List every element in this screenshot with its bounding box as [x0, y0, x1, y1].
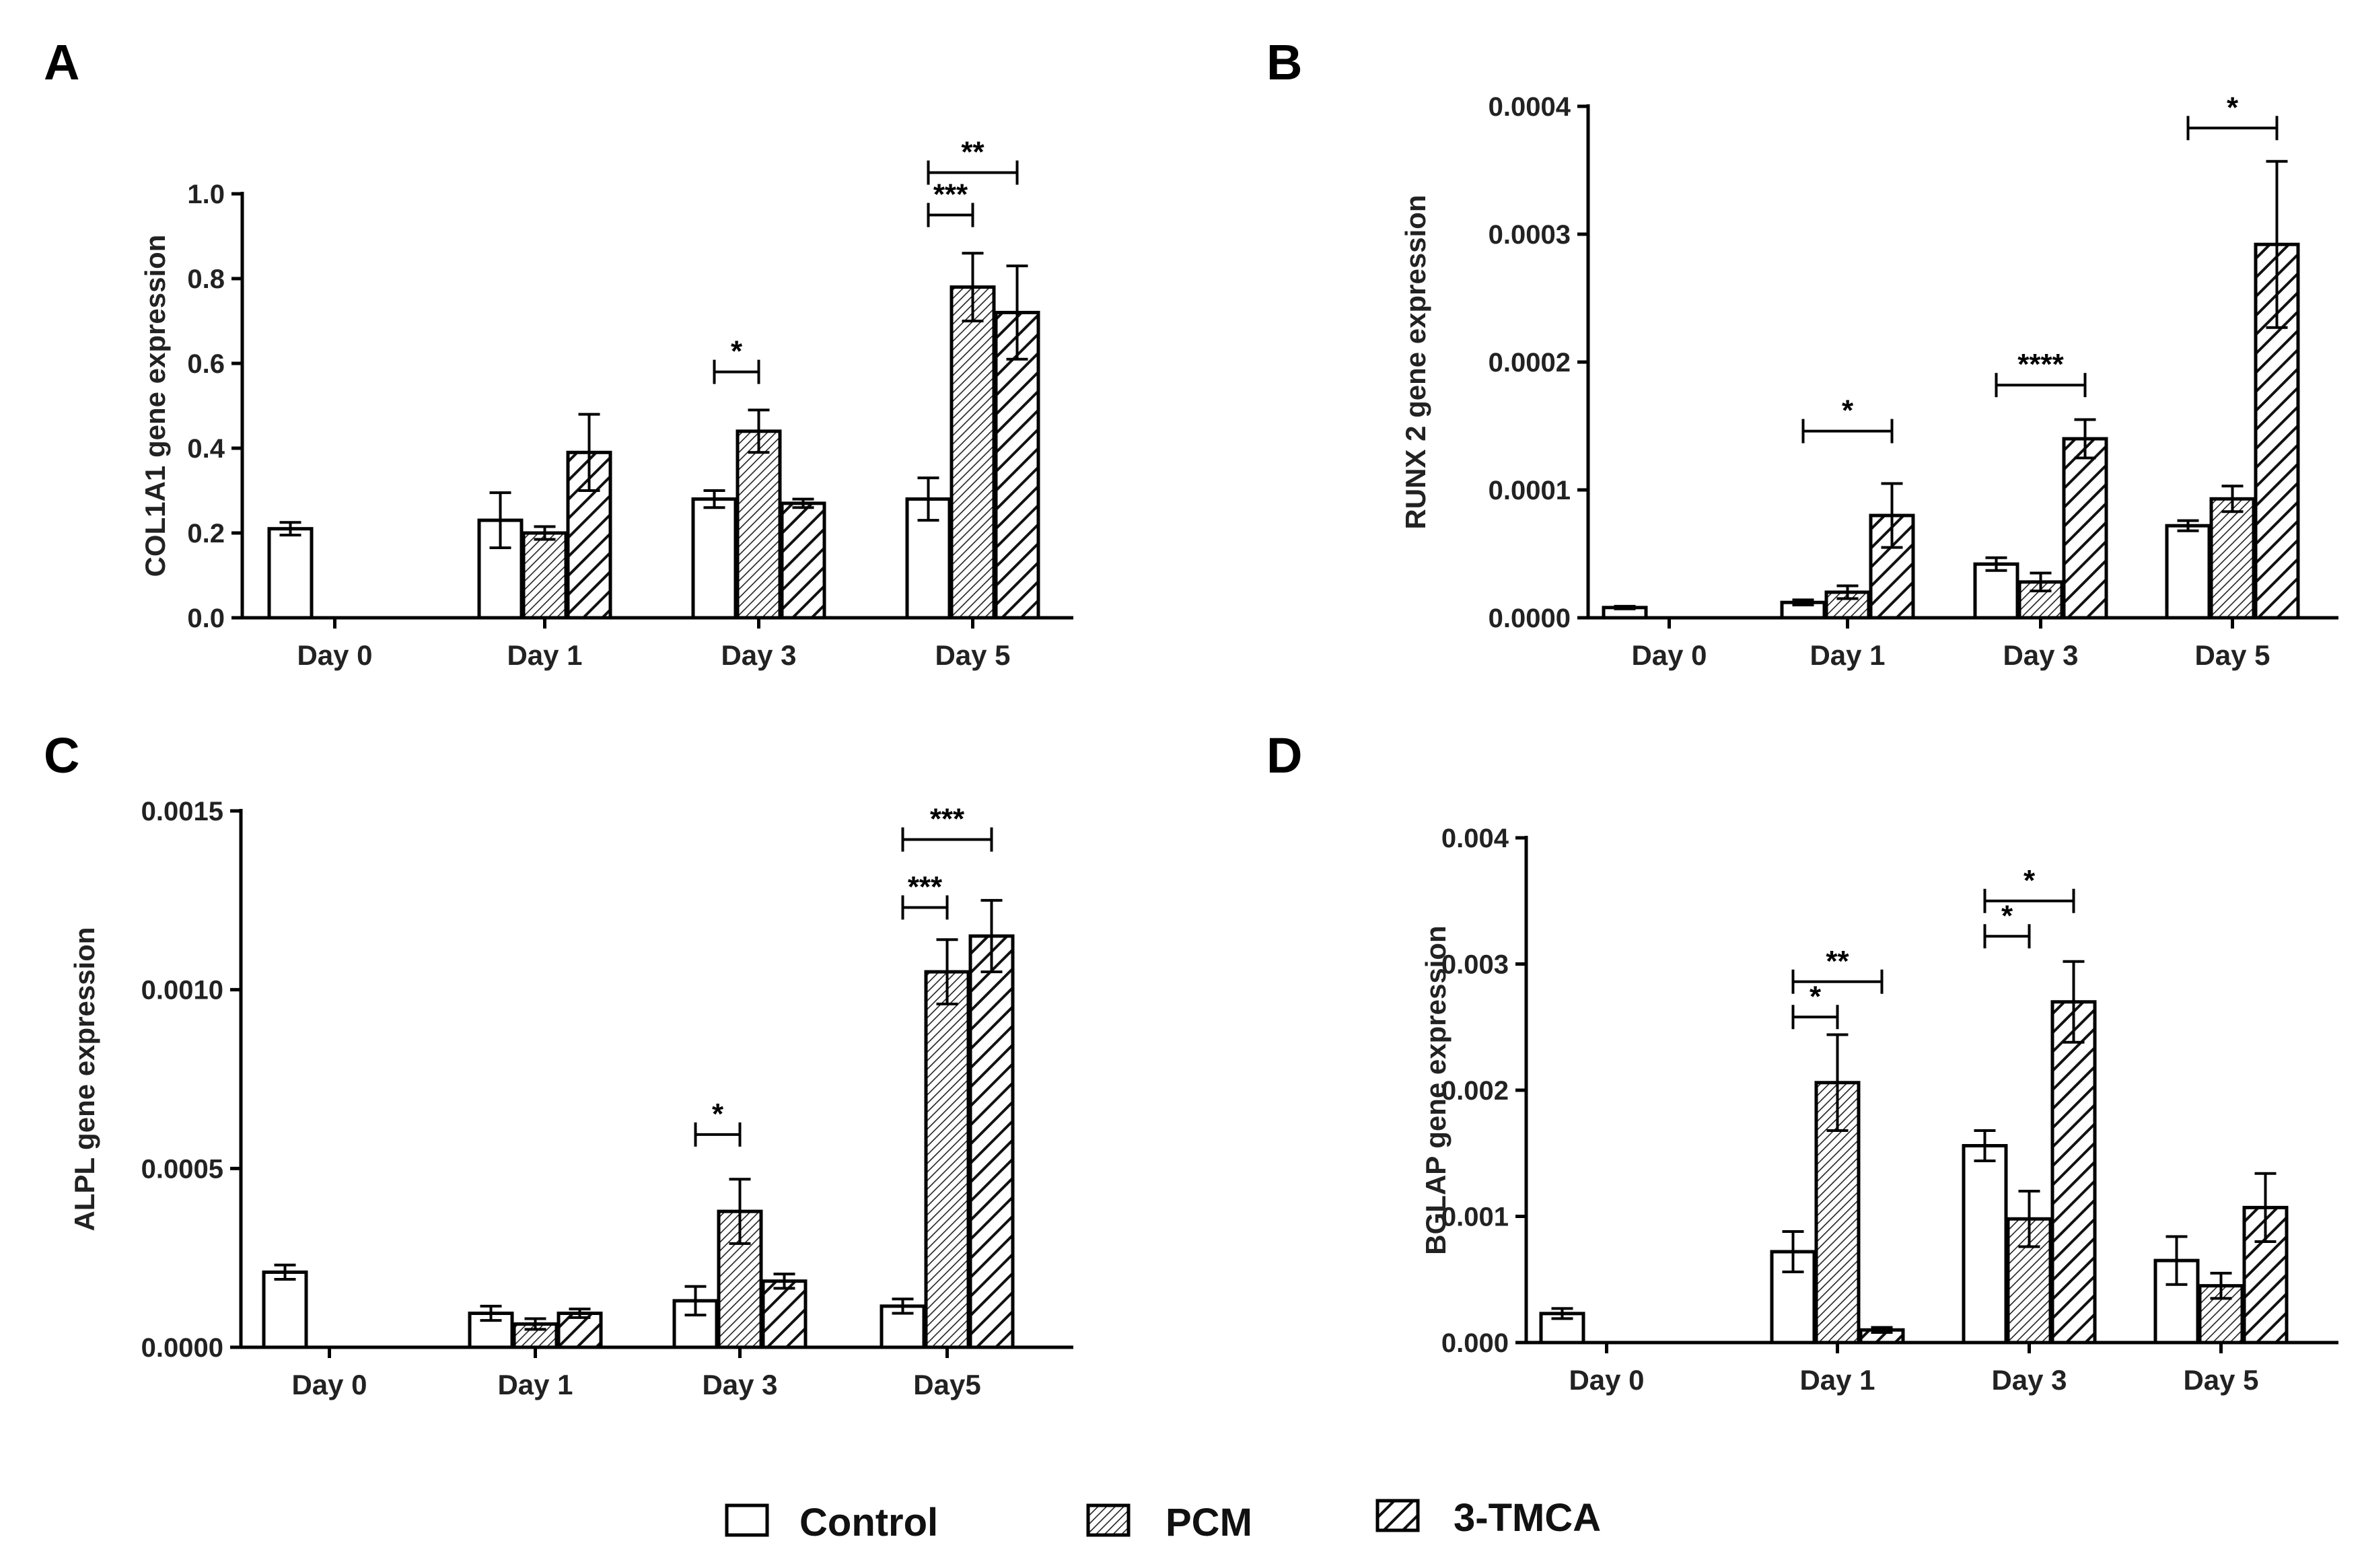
significance-label-c: *** [930, 803, 965, 836]
x-tick-label-d: Day 0 [1569, 1364, 1644, 1396]
y-tick-label-b: 0.0002 [1489, 348, 1571, 378]
significance-label-b: * [1842, 394, 1854, 427]
bar-pcm [2209, 497, 2256, 620]
significance-label-a: *** [933, 178, 968, 211]
x-tick-label-d: Day 1 [1799, 1364, 1875, 1396]
panel-letter-a: A [44, 34, 79, 90]
bar-pcm [717, 1209, 763, 1349]
panel-c: C ALPL gene expression 0.0000 0.0005 0.0010 0… [44, 727, 1073, 1400]
y-tick-label-a: 0.6 [187, 349, 225, 379]
legend-label-3-tmca: 3-TMCA [1454, 1496, 1601, 1540]
x-tick-label-a: Day 0 [297, 639, 372, 671]
x-tick-label-a: Day 5 [935, 639, 1010, 671]
legend-swatch-control [725, 1503, 769, 1537]
bar-pcm [2198, 1284, 2244, 1345]
bar-3-tmca [994, 310, 1040, 620]
legend-swatch-pcm [1086, 1503, 1131, 1537]
y-tick-label-c: 0.0000 [141, 1333, 223, 1363]
x-tick-label-b: Day 3 [2003, 639, 2078, 671]
bar-pcm [522, 531, 568, 620]
bar-3-tmca [761, 1279, 808, 1349]
bar-3-tmca [2050, 1000, 2097, 1345]
x-tick-label-b: Day 0 [1631, 639, 1707, 671]
x-tick-label-c: Day 3 [702, 1369, 777, 1400]
y-tick-label-d: 0.001 [1441, 1203, 1509, 1232]
y-tick-label-c: 0.0010 [141, 976, 223, 1005]
significance-label-b: * [2227, 91, 2239, 124]
bar-control [267, 527, 314, 620]
bar-pcm [736, 429, 782, 620]
bar-control [1973, 562, 2019, 620]
y-axis-label-a: COL1A1 gene expression [139, 235, 171, 577]
bar-control [1962, 1144, 2008, 1345]
legend: Control PCM 3-TMCA [725, 1496, 1601, 1544]
significance-label-d: ** [1826, 945, 1849, 978]
panel-b: B RUNX 2 gene expression 0.0000 0.0001 0.000… [1266, 34, 2338, 671]
bar-3-tmca [968, 934, 1015, 1349]
y-axis-label-d: BGLAP gene expression [1420, 925, 1452, 1254]
x-tick-label-c: Day 0 [291, 1369, 367, 1400]
significance-label-b: **** [2017, 348, 2064, 381]
significance-label-a: ** [961, 136, 984, 169]
x-tick-label-b: Day 5 [2194, 639, 2270, 671]
significance-label-c: *** [908, 870, 943, 903]
panel-letter-d: D [1266, 727, 1302, 783]
y-tick-label-a: 0.4 [187, 434, 225, 464]
bar-pcm [924, 970, 970, 1349]
bar-control [2165, 524, 2211, 620]
y-tick-label-a: 1.0 [187, 180, 225, 209]
x-tick-label-c: Day 1 [497, 1369, 573, 1400]
significance-label-d: * [1810, 980, 1822, 1013]
y-tick-label-d: 0.002 [1441, 1076, 1509, 1106]
y-tick-label-a: 0.8 [187, 264, 225, 294]
y-tick-label-a: 0.2 [187, 519, 225, 548]
bar-pcm [950, 285, 996, 620]
y-axis-label-b: RUNX 2 gene expression [1400, 194, 1431, 529]
x-tick-label-b: Day 1 [1810, 639, 1885, 671]
significance-label-d: * [2001, 899, 2013, 932]
x-tick-label-a: Day 1 [507, 639, 582, 671]
y-tick-label-c: 0.0015 [141, 797, 223, 826]
y-tick-label-d: 0.003 [1441, 950, 1509, 980]
panel-letter-b: B [1266, 34, 1302, 90]
y-axis-label-c: ALPL gene expression [69, 927, 100, 1231]
legend-swatch-3-tmca [1375, 1499, 1420, 1532]
bar-control [262, 1270, 308, 1349]
legend-label-control: Control [799, 1501, 938, 1544]
x-tick-label-c: Day5 [913, 1369, 980, 1400]
bar-control [691, 497, 738, 620]
x-tick-label-d: Day 5 [2183, 1364, 2258, 1396]
significance-label-a: * [731, 335, 743, 368]
bar-3-tmca [780, 501, 826, 620]
y-tick-label-b: 0.0000 [1489, 604, 1571, 633]
x-tick-label-d: Day 3 [1991, 1364, 2067, 1396]
panel-a: A COL1A1 gene expression 0.0 0.2 0.4 0.6 0.8 1.… [44, 34, 1073, 671]
y-tick-label-d: 0.000 [1441, 1328, 1509, 1358]
significance-label-c: * [712, 1098, 724, 1131]
y-tick-label-c: 0.0005 [141, 1154, 223, 1184]
y-tick-label-a: 0.0 [187, 604, 225, 633]
y-tick-label-b: 0.0004 [1489, 92, 1571, 122]
y-tick-label-b: 0.0001 [1489, 476, 1571, 505]
y-tick-label-b: 0.0003 [1489, 220, 1571, 250]
significance-label-d: * [2023, 864, 2036, 897]
x-tick-label-a: Day 3 [721, 639, 796, 671]
y-tick-label-d: 0.004 [1441, 824, 1509, 853]
panel-d: D BGLAP gene expression 0.000 0.001 0.002 0.0… [1266, 727, 2338, 1396]
panel-letter-c: C [44, 727, 79, 783]
legend-label-pcm: PCM [1166, 1501, 1252, 1544]
bar-3-tmca [2062, 437, 2108, 620]
